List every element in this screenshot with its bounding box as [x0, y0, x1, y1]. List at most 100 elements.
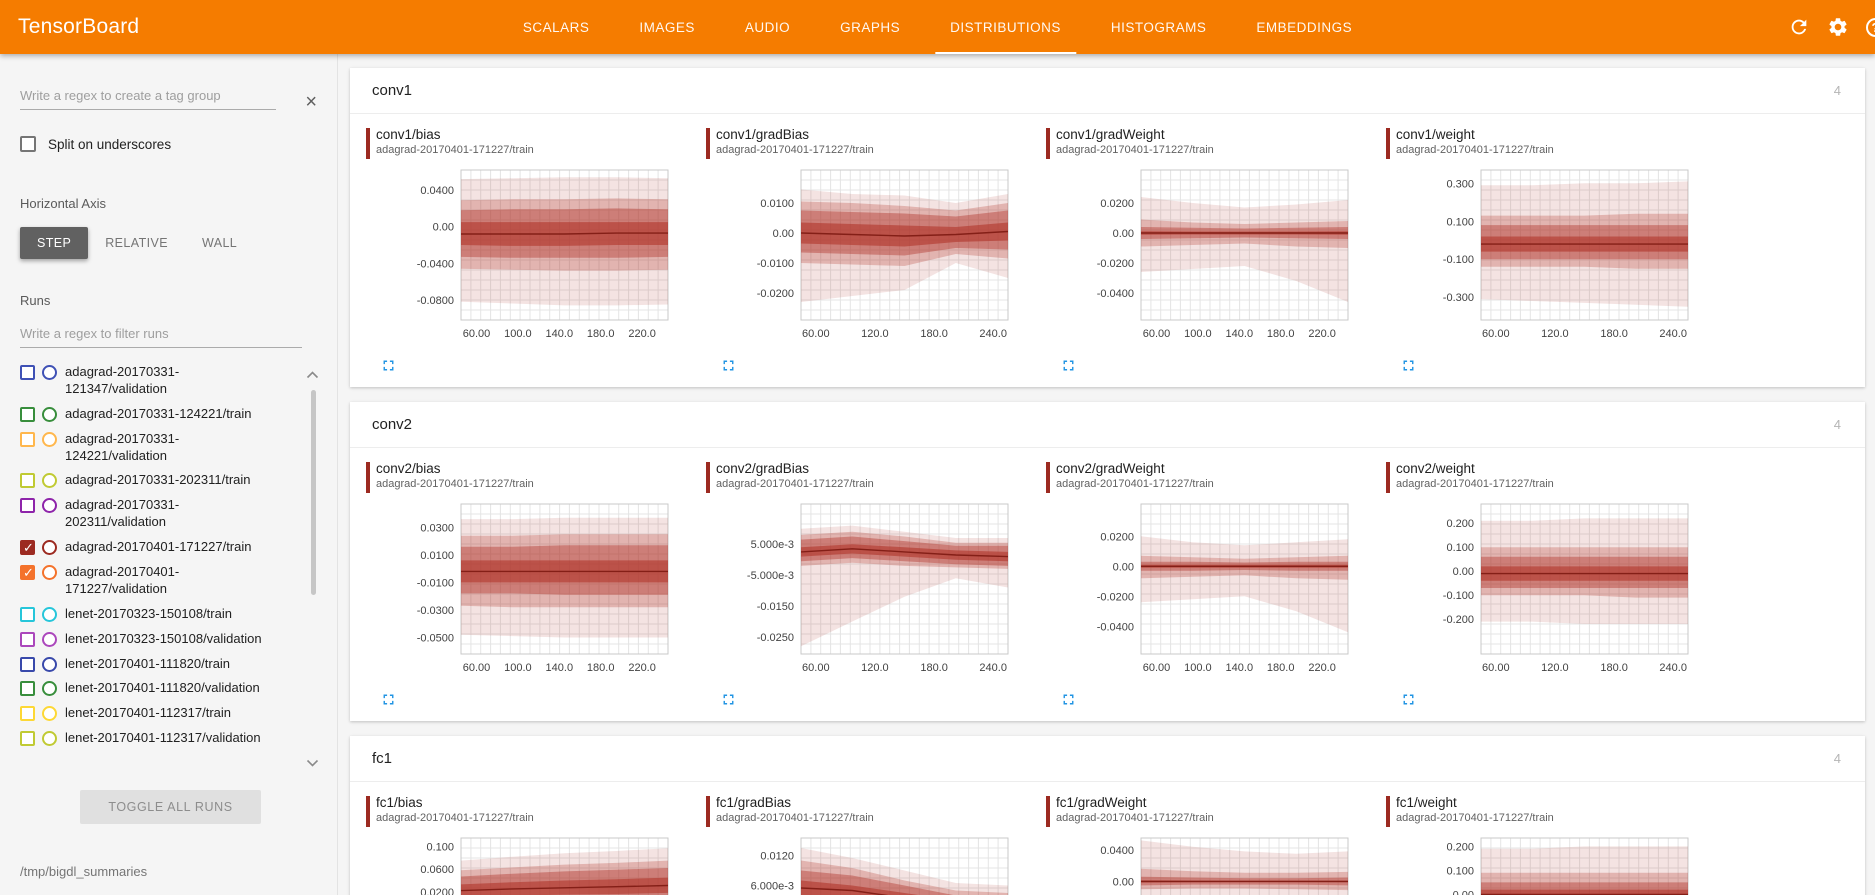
distribution-plot[interactable]: 0.200 0.100 0.00 -0.100 -0.200 60.00 120.0 180.…	[1386, 498, 1708, 684]
run-row[interactable]: adagrad-20170331-121347/validation	[20, 360, 295, 402]
run-checkbox[interactable]	[20, 606, 35, 622]
run-color-radio[interactable]	[42, 631, 57, 647]
clear-tag-filter-icon[interactable]: ×	[305, 91, 317, 113]
axis-button-step[interactable]: STEP	[20, 227, 89, 259]
distribution-plot[interactable]: 0.0400 0.00 -0.0400 -0.0800 60.00 100.0 140.0 1…	[366, 164, 688, 350]
run-row[interactable]: lenet-20170323-150108/train	[20, 602, 295, 627]
run-checkbox[interactable]	[20, 731, 35, 747]
scroll-up-icon[interactable]	[306, 366, 319, 384]
dashboard: conv1 4 conv1/bias adagrad-20170401-171227/…	[338, 54, 1875, 895]
toggle-all-runs-button[interactable]: TOGGLE ALL RUNS	[80, 790, 261, 824]
run-color-radio[interactable]	[42, 565, 57, 581]
refresh-icon[interactable]	[1788, 16, 1810, 38]
section-header-conv1[interactable]: conv1 4	[350, 68, 1865, 114]
distribution-plot[interactable]: 0.1000.06000.0200-0.0200-0.0600-0.100-0.…	[366, 832, 688, 895]
expand-icon[interactable]	[1400, 357, 1417, 374]
expand-icon[interactable]	[380, 357, 397, 374]
run-color-radio[interactable]	[42, 431, 57, 447]
run-color-radio[interactable]	[42, 540, 57, 556]
distribution-plot[interactable]: 5.000e-3 -5.000e-3 -0.0150 -0.0250 60.00 120.…	[706, 498, 1028, 684]
chart-title: conv1/gradWeight	[1056, 127, 1165, 142]
chart-title: fc1/weight	[1396, 795, 1457, 810]
expand-icon[interactable]	[720, 691, 737, 708]
run-row[interactable]: adagrad-20170401-171227/train	[20, 535, 295, 560]
run-color-radio[interactable]	[42, 365, 57, 380]
run-color-radio[interactable]	[42, 731, 57, 747]
distribution-plot[interactable]: 0.300 0.100 -0.100 -0.300 60.00 120.0 180.0 240…	[1386, 164, 1708, 350]
help-icon[interactable]: ?	[1866, 17, 1875, 37]
svg-text:0.00: 0.00	[1113, 561, 1134, 573]
expand-icon[interactable]	[720, 357, 737, 374]
svg-text:0.200: 0.200	[1446, 518, 1474, 530]
tab-embeddings[interactable]: EMBEDDINGS	[1256, 19, 1353, 35]
tab-graphs[interactable]: GRAPHS	[840, 19, 901, 35]
run-color-radio[interactable]	[42, 473, 57, 489]
expand-icon[interactable]	[380, 691, 397, 708]
svg-text:140.0: 140.0	[1226, 662, 1254, 674]
axis-button-wall[interactable]: WALL	[201, 236, 238, 250]
run-color-bar	[1046, 128, 1050, 159]
run-filter-input[interactable]	[20, 322, 302, 348]
chart-card-header: conv1/bias adagrad-20170401-171227/train	[366, 126, 688, 162]
svg-text:220.0: 220.0	[628, 662, 656, 674]
run-checkbox[interactable]	[20, 681, 35, 697]
run-color-radio[interactable]	[42, 681, 57, 697]
section-header-fc1[interactable]: fc1 4	[350, 736, 1865, 782]
tab-scalars[interactable]: SCALARS	[522, 19, 590, 35]
run-row[interactable]: lenet-20170401-112317/train	[20, 701, 295, 726]
run-color-radio[interactable]	[42, 706, 57, 722]
distribution-plot[interactable]: 0.0100 0.00 -0.0100 -0.0200 60.00 120.0 180.0 2…	[706, 164, 1028, 350]
distribution-plot[interactable]: 0.01206.000e-30.00-6.000e-3-0.012060.001…	[706, 832, 1028, 895]
run-row[interactable]: adagrad-20170331-202311/validation	[20, 493, 295, 535]
svg-text:100.0: 100.0	[1184, 662, 1212, 674]
split-underscores-checkbox[interactable]	[20, 136, 36, 152]
run-checkbox[interactable]	[20, 431, 35, 447]
axis-button-relative[interactable]: RELATIVE	[105, 236, 168, 250]
expand-icon[interactable]	[1060, 691, 1077, 708]
run-checkbox[interactable]	[20, 498, 35, 514]
section-header-conv2[interactable]: conv2 4	[350, 402, 1865, 448]
distribution-plot[interactable]: 0.0300 0.0100 -0.0100 -0.0300 -0.0500 60.00 10…	[366, 498, 688, 684]
run-row[interactable]: adagrad-20170331-124221/validation	[20, 427, 295, 469]
tab-distributions[interactable]: DISTRIBUTIONS	[925, 0, 1086, 54]
split-underscores-row[interactable]: Split on underscores	[20, 136, 321, 152]
svg-text:-0.0200: -0.0200	[1097, 258, 1134, 270]
tag-group-regex-input[interactable]	[20, 84, 276, 110]
run-checkbox[interactable]	[20, 406, 35, 422]
run-color-radio[interactable]	[42, 406, 57, 422]
run-checkbox[interactable]	[20, 473, 35, 489]
run-label: adagrad-20170331-202311/validation	[65, 497, 180, 530]
run-row[interactable]: lenet-20170401-112317/validation	[20, 726, 295, 751]
expand-icon[interactable]	[1060, 357, 1077, 374]
distribution-plot[interactable]: 0.0200 0.00 -0.0200 -0.0400 60.00 100.0 140.0 1…	[1046, 498, 1368, 684]
distribution-plot[interactable]: 0.2000.1000.00-0.100-0.200-0.30060.00120…	[1386, 832, 1708, 895]
run-row[interactable]: lenet-20170323-150108/validation	[20, 627, 295, 652]
distribution-plot[interactable]: 0.04000.00-0.0400-0.0800-0.12060.00100.0…	[1046, 832, 1368, 895]
tab-audio[interactable]: AUDIO	[744, 19, 791, 35]
run-checkbox[interactable]	[20, 365, 35, 380]
run-checkbox[interactable]	[20, 656, 35, 672]
scroll-down-icon[interactable]	[306, 754, 319, 772]
run-row[interactable]: adagrad-20170331-202311/train	[20, 468, 295, 493]
distribution-plot[interactable]: 0.0200 0.00 -0.0200 -0.0400 60.00 100.0 140.0 1…	[1046, 164, 1368, 350]
chart-title: fc1/bias	[376, 795, 423, 810]
run-row[interactable]: adagrad-20170401-171227/validation	[20, 560, 295, 602]
tab-histograms[interactable]: HISTOGRAMS	[1110, 19, 1207, 35]
run-checkbox[interactable]	[20, 540, 35, 556]
runs-scrollbar[interactable]	[311, 390, 316, 595]
run-color-radio[interactable]	[42, 656, 57, 672]
run-row[interactable]: lenet-20170401-111820/validation	[20, 676, 295, 701]
run-color-radio[interactable]	[42, 606, 57, 622]
header-actions: ?	[1788, 0, 1875, 54]
run-checkbox[interactable]	[20, 565, 35, 581]
run-row[interactable]: lenet-20170401-111820/train	[20, 652, 295, 677]
run-checkbox[interactable]	[20, 706, 35, 722]
expand-icon[interactable]	[1400, 691, 1417, 708]
tab-images[interactable]: IMAGES	[639, 19, 695, 35]
svg-text:180.0: 180.0	[920, 662, 948, 674]
run-row[interactable]: adagrad-20170331-124221/train	[20, 402, 295, 427]
settings-icon[interactable]	[1827, 16, 1849, 38]
svg-text:180.0: 180.0	[1600, 328, 1628, 340]
run-checkbox[interactable]	[20, 631, 35, 647]
run-color-radio[interactable]	[42, 498, 57, 514]
